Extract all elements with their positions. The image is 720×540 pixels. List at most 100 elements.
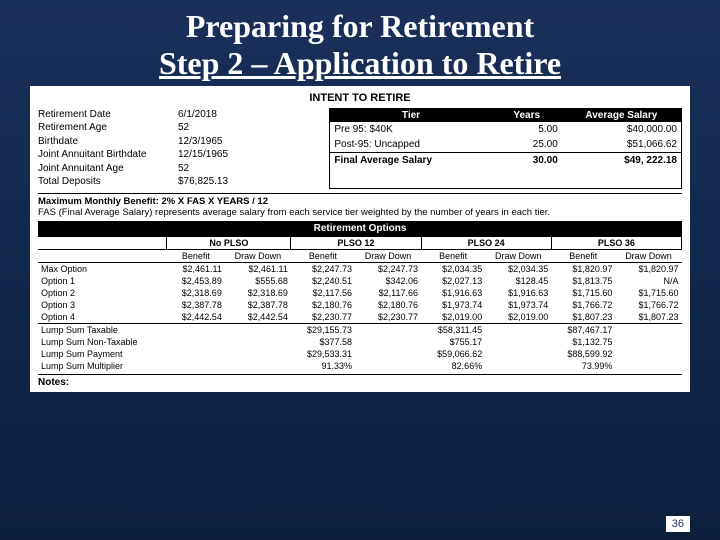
option-cell (485, 360, 551, 372)
final-avg-salary: $49, 222.18 (562, 153, 681, 168)
option-row: Lump Sum Payment$29,533.31$59,066.62$88,… (38, 348, 682, 360)
option-cell: $1,766.72 (615, 299, 681, 311)
option-cell: $2,247.73 (291, 263, 355, 276)
info-value: 52 (178, 121, 321, 135)
option-row: Option 1$2,453.89$555.68$2,240.51$342.06… (38, 275, 682, 287)
tier-table: Tier Years Average Salary Pre 95: $40K5.… (329, 108, 682, 189)
option-cell (615, 336, 681, 348)
option-cell (615, 324, 681, 337)
option-cell: $755.17 (421, 336, 485, 348)
option-cell: $29,533.31 (291, 348, 355, 360)
option-cell (355, 348, 421, 360)
option-cell: $128.45 (485, 275, 551, 287)
option-subhead: Draw Down (615, 250, 681, 263)
options-sub-row: BenefitDraw DownBenefitDraw DownBenefitD… (38, 250, 682, 263)
option-cell: 82.66% (421, 360, 485, 372)
option-cell: $2,461.11 (167, 263, 225, 276)
option-cell: $2,387.78 (225, 299, 291, 311)
option-cell: $1,820.97 (615, 263, 681, 276)
info-row: Retirement Date6/1/2018 (38, 108, 321, 122)
tier-header: Tier Years Average Salary (330, 109, 681, 122)
final-avg-label: Final Average Salary (330, 153, 491, 168)
option-cell: $555.68 (225, 275, 291, 287)
option-cell: $2,117.66 (355, 287, 421, 299)
slide-title: Preparing for Retirement Step 2 – Applic… (0, 0, 720, 82)
option-group: No PLSO (167, 237, 291, 250)
option-cell: $2,180.76 (355, 299, 421, 311)
option-cell: $1,820.97 (551, 263, 615, 276)
option-cell: $2,442.54 (167, 311, 225, 324)
option-cell: $1,807.23 (615, 311, 681, 324)
option-cell: $1,916.63 (421, 287, 485, 299)
option-cell: $87,467.17 (551, 324, 615, 337)
info-label: Birthdate (38, 135, 178, 149)
option-cell (615, 348, 681, 360)
option-cell: $2,019.00 (421, 311, 485, 324)
option-cell: $2,230.77 (291, 311, 355, 324)
option-cell: 91.33% (291, 360, 355, 372)
option-row: Option 2$2,318.69$2,318.69$2,117.56$2,11… (38, 287, 682, 299)
option-cell (167, 336, 225, 348)
info-value: 6/1/2018 (178, 108, 321, 122)
option-cell: $2,453.89 (167, 275, 225, 287)
option-cell: $1,916.63 (485, 287, 551, 299)
option-subhead: Benefit (551, 250, 615, 263)
tier-row: Pre 95: $40K5.00$40,000.00 (330, 122, 681, 137)
option-cell: $29,155.73 (291, 324, 355, 337)
info-row: Retirement Age52 (38, 121, 321, 135)
tier-col-tier: Tier (330, 109, 491, 122)
option-cell: $2,034.35 (485, 263, 551, 276)
option-group: PLSO 36 (551, 237, 681, 250)
option-cell: $2,318.69 (225, 287, 291, 299)
info-row: Joint Annuitant Age52 (38, 162, 321, 176)
option-cell (225, 348, 291, 360)
option-group: PLSO 24 (421, 237, 551, 250)
info-value: 12/3/1965 (178, 135, 321, 149)
title-line-2: Step 2 – Application to Retire (0, 45, 720, 82)
info-value: 52 (178, 162, 321, 176)
option-row-label: Option 4 (38, 311, 167, 324)
option-cell (167, 324, 225, 337)
option-cell: $2,180.76 (291, 299, 355, 311)
option-subhead: Draw Down (225, 250, 291, 263)
option-cell (167, 360, 225, 372)
option-cell: $2,387.78 (167, 299, 225, 311)
option-subhead: Benefit (291, 250, 355, 263)
option-cell: $58,311.45 (421, 324, 485, 337)
option-cell: $2,461.11 (225, 263, 291, 276)
option-cell: $88,599.92 (551, 348, 615, 360)
formula-bold: Maximum Monthly Benefit: 2% X FAS X YEAR… (38, 196, 268, 207)
option-cell: $59,066.62 (421, 348, 485, 360)
tier-col-years: Years (492, 109, 562, 122)
option-cell: N/A (615, 275, 681, 287)
option-cell: $1,715.60 (551, 287, 615, 299)
intent-title: INTENT TO RETIRE (38, 92, 682, 104)
option-cell: $1,807.23 (551, 311, 615, 324)
option-cell (225, 360, 291, 372)
option-cell: $377.58 (291, 336, 355, 348)
option-group: PLSO 12 (291, 237, 421, 250)
option-row-label: Option 2 (38, 287, 167, 299)
option-row: Lump Sum Non-Taxable $377.58 $755.17 $1,132… (38, 336, 682, 348)
option-cell: $1,766.72 (551, 299, 615, 311)
option-cell: $1,813.75 (551, 275, 615, 287)
tier-row: Post-95: Uncapped25.00$51,066.62 (330, 137, 681, 152)
option-cell: $2,318.69 (167, 287, 225, 299)
option-subhead: Benefit (167, 250, 225, 263)
option-cell: $1,973.74 (421, 299, 485, 311)
option-cell (167, 348, 225, 360)
info-row: Birthdate12/3/1965 (38, 135, 321, 149)
options-table: No PLSOPLSO 12PLSO 24PLSO 36 BenefitDraw… (38, 236, 682, 372)
option-row: Option 3$2,387.78$2,387.78$2,180.76$2,18… (38, 299, 682, 311)
info-label: Total Deposits (38, 175, 178, 189)
option-row: Max Option$2,461.11$2,461.11$2,247.73$2,… (38, 263, 682, 276)
info-row: Total Deposits$76,825.13 (38, 175, 321, 189)
title-line-1: Preparing for Retirement (0, 8, 720, 45)
top-grid: Retirement Date6/1/2018Retirement Age52B… (38, 108, 682, 189)
option-cell: $1,715.60 (615, 287, 681, 299)
option-row-label: Lump Sum Non-Taxable (38, 336, 167, 348)
option-cell: $1,132.75 (551, 336, 615, 348)
option-row-label: Max Option (38, 263, 167, 276)
option-cell: $2,019.00 (485, 311, 551, 324)
option-row: Lump Sum Multiplier91.33%82.66%73.99% (38, 360, 682, 372)
